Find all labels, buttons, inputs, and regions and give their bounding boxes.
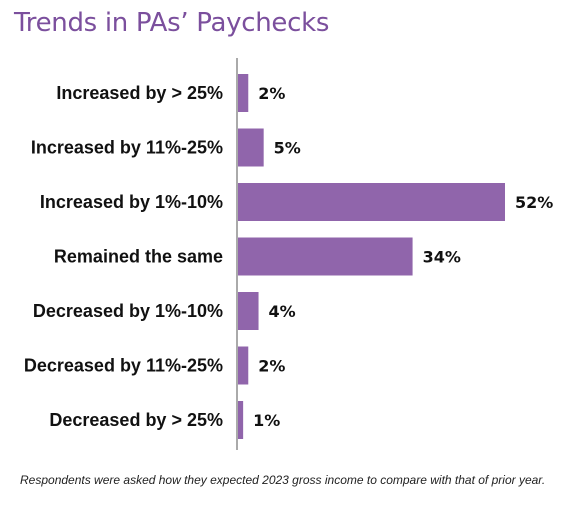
bar: [238, 74, 249, 112]
category-label: Decreased by 1%-10%: [33, 301, 223, 321]
value-label: 52%: [515, 193, 553, 212]
bars-group: Increased by > 25% 2% Increased by 11%-25%…: [24, 74, 553, 439]
category-label: Increased by 1%-10%: [40, 192, 223, 212]
bar: [238, 401, 244, 439]
value-label: 5%: [274, 139, 301, 158]
category-label: Remained the same: [54, 247, 223, 267]
category-label: Increased by > 25%: [56, 83, 223, 103]
footnote: Respondents were asked how they expected…: [20, 473, 546, 487]
category-label: Decreased by 11%-25%: [24, 356, 223, 376]
bar-chart: Increased by > 25% 2% Increased by 11%-25%…: [24, 58, 553, 450]
bar: [238, 128, 264, 167]
value-label: 4%: [269, 302, 296, 321]
category-label: Increased by 11%-25%: [31, 138, 223, 158]
bar: [238, 183, 505, 221]
value-label: 1%: [253, 411, 280, 430]
category-label: Decreased by > 25%: [49, 410, 223, 430]
chart-title: Trends in PAs’ Paychecks: [14, 8, 330, 38]
bar: [238, 346, 249, 385]
value-label: 2%: [258, 357, 285, 376]
value-label: 2%: [258, 84, 285, 103]
value-label: 34%: [423, 248, 461, 267]
bar: [238, 237, 413, 276]
bar: [238, 292, 259, 330]
